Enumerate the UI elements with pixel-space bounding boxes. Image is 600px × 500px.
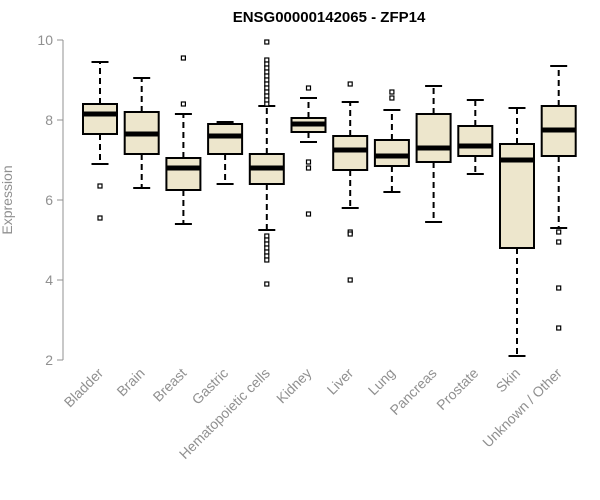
outlier-point — [264, 257, 270, 263]
outlier-point — [305, 211, 312, 217]
box-gastric — [207, 121, 244, 185]
box-prostate — [457, 99, 494, 175]
outlier-point — [556, 229, 562, 235]
y-axis: 2 4 6 8 10 — [37, 32, 64, 368]
chart-title: ENSG00000142065 - ZFP14 — [233, 9, 426, 26]
outlier-point — [264, 281, 270, 287]
outlier-point — [556, 325, 562, 331]
outlier-point — [389, 89, 395, 95]
outlier-point — [264, 249, 270, 255]
outlier-point — [97, 215, 103, 221]
iqr-box — [82, 103, 118, 135]
y-tick-label: 2 — [45, 352, 53, 368]
box-liver — [332, 81, 369, 283]
iqr-box — [457, 125, 494, 157]
box-hematopoietic-cells — [248, 39, 285, 287]
y-tick-label: 10 — [37, 32, 53, 48]
outlier-point — [264, 101, 270, 107]
outlier-point — [347, 277, 353, 283]
outlier-point — [556, 285, 562, 291]
outlier-point — [264, 253, 270, 259]
y-tick-label: 8 — [45, 112, 53, 128]
outlier-point — [180, 55, 186, 61]
box-skin — [499, 107, 535, 357]
outlier-point — [305, 165, 312, 171]
outlier-point — [305, 85, 312, 91]
outlier-point — [389, 95, 395, 101]
iqr-box — [415, 113, 452, 163]
x-tick-label: Liver — [324, 365, 357, 398]
outlier-point — [347, 81, 353, 87]
box-bladder — [82, 61, 118, 221]
x-tick-label: Lung — [365, 365, 398, 398]
outlier-point — [264, 237, 270, 243]
x-tick-label: Bladder — [61, 365, 107, 411]
iqr-box — [332, 135, 369, 171]
box-brain — [123, 77, 160, 189]
x-tick-label: Prostate — [433, 365, 481, 413]
outlier-point — [180, 101, 186, 107]
x-tick-label: Skin — [493, 365, 524, 396]
outlier-point — [264, 39, 270, 45]
box-lung — [373, 89, 410, 193]
x-tick-label: Unknown / Other — [479, 365, 565, 451]
iqr-box — [373, 139, 410, 167]
outlier-point — [264, 241, 270, 247]
box-kidney — [290, 85, 327, 217]
box-unknown-other — [540, 65, 577, 331]
box-pancreas — [415, 85, 452, 223]
x-tick-label: Kidney — [273, 365, 315, 407]
x-tick-label: Brain — [113, 365, 147, 399]
outlier-point — [556, 239, 562, 245]
outlier-point — [305, 159, 312, 165]
outlier-point — [347, 231, 353, 237]
box-breast — [165, 55, 202, 225]
x-tick-label: Breast — [150, 365, 190, 405]
iqr-box — [165, 157, 202, 191]
outlier-point — [264, 245, 270, 251]
iqr-box — [207, 123, 244, 155]
box-series — [82, 39, 577, 357]
y-axis-label: Expression — [0, 165, 15, 234]
outlier-point — [97, 183, 103, 189]
y-tick-label: 6 — [45, 192, 53, 208]
outlier-point — [264, 233, 270, 239]
y-tick-label: 4 — [45, 272, 53, 288]
